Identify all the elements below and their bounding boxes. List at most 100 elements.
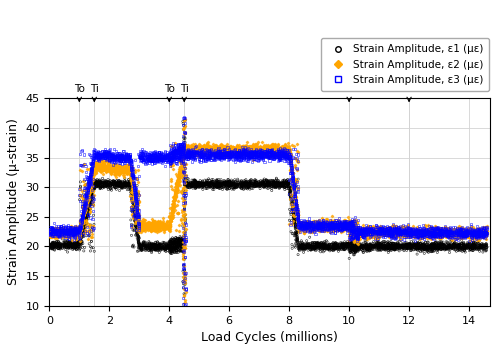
Point <box>330 223 338 228</box>
Point <box>209 156 217 162</box>
Point <box>174 149 182 155</box>
Point <box>116 180 124 185</box>
Point <box>220 184 228 189</box>
Point <box>266 179 274 185</box>
Point <box>272 181 280 186</box>
Point <box>130 194 138 199</box>
Point <box>318 245 326 250</box>
Point <box>204 151 212 157</box>
Point <box>134 190 142 196</box>
Point <box>380 230 388 235</box>
Point <box>72 226 80 232</box>
Point <box>360 235 368 240</box>
Point <box>84 180 92 185</box>
Point <box>396 230 404 236</box>
Point <box>80 207 88 213</box>
Point <box>180 285 188 291</box>
Point <box>232 149 239 154</box>
Point <box>172 155 179 160</box>
Point <box>78 194 86 200</box>
Point <box>68 227 76 233</box>
Point <box>452 232 460 237</box>
Point <box>145 245 153 251</box>
Point <box>170 197 178 203</box>
Point <box>147 155 155 161</box>
Point <box>415 244 423 249</box>
Point <box>222 180 230 186</box>
Point <box>464 242 472 247</box>
Point <box>66 230 74 235</box>
Point <box>144 242 152 248</box>
Point <box>250 149 258 155</box>
Point <box>260 180 268 186</box>
Point <box>288 200 296 206</box>
Point <box>354 241 362 247</box>
Point <box>240 182 248 188</box>
Point <box>127 159 135 165</box>
Point <box>394 241 402 247</box>
Point <box>254 154 262 159</box>
Point <box>133 204 141 210</box>
Point <box>323 244 331 249</box>
Point <box>320 243 328 249</box>
Point <box>145 225 153 230</box>
Point <box>470 239 478 245</box>
Point <box>158 153 166 159</box>
Point <box>387 231 395 237</box>
Point <box>53 239 61 245</box>
Point <box>181 150 189 156</box>
Point <box>196 151 203 157</box>
Point <box>84 199 92 204</box>
Point <box>227 183 235 189</box>
Point <box>346 244 354 250</box>
Point <box>114 184 122 189</box>
Point <box>287 212 295 217</box>
Point <box>438 233 446 239</box>
Point <box>276 154 284 160</box>
Point <box>132 185 140 191</box>
Point <box>360 245 368 251</box>
Point <box>249 185 257 191</box>
Point <box>388 234 396 240</box>
Point <box>428 233 436 238</box>
Point <box>339 223 347 228</box>
Point <box>210 142 218 148</box>
Point <box>445 242 453 247</box>
Point <box>288 168 296 174</box>
Point <box>327 223 335 229</box>
Point <box>346 234 354 240</box>
Point <box>447 229 455 235</box>
Point <box>264 186 272 191</box>
Point <box>58 227 66 233</box>
Point <box>352 223 360 229</box>
Point <box>412 229 420 234</box>
Point <box>435 246 443 252</box>
Point <box>128 165 136 170</box>
Point <box>110 155 118 160</box>
Point <box>235 147 243 153</box>
Point <box>332 222 340 228</box>
Point <box>102 153 110 159</box>
Point <box>430 245 438 251</box>
Point <box>122 168 130 174</box>
Point <box>98 164 106 169</box>
Point <box>136 154 143 160</box>
Point <box>298 246 306 252</box>
Point <box>130 184 138 190</box>
Point <box>195 147 203 153</box>
Point <box>304 245 312 251</box>
Point <box>110 184 118 189</box>
Point <box>334 227 342 233</box>
Point <box>352 227 360 232</box>
Point <box>97 162 105 167</box>
Point <box>464 229 472 234</box>
Point <box>380 247 388 253</box>
Point <box>186 180 194 186</box>
Point <box>158 221 166 227</box>
Point <box>171 240 179 246</box>
Point <box>308 223 316 229</box>
Point <box>440 227 448 232</box>
Point <box>122 156 130 161</box>
Point <box>384 228 392 233</box>
Point <box>269 152 277 157</box>
